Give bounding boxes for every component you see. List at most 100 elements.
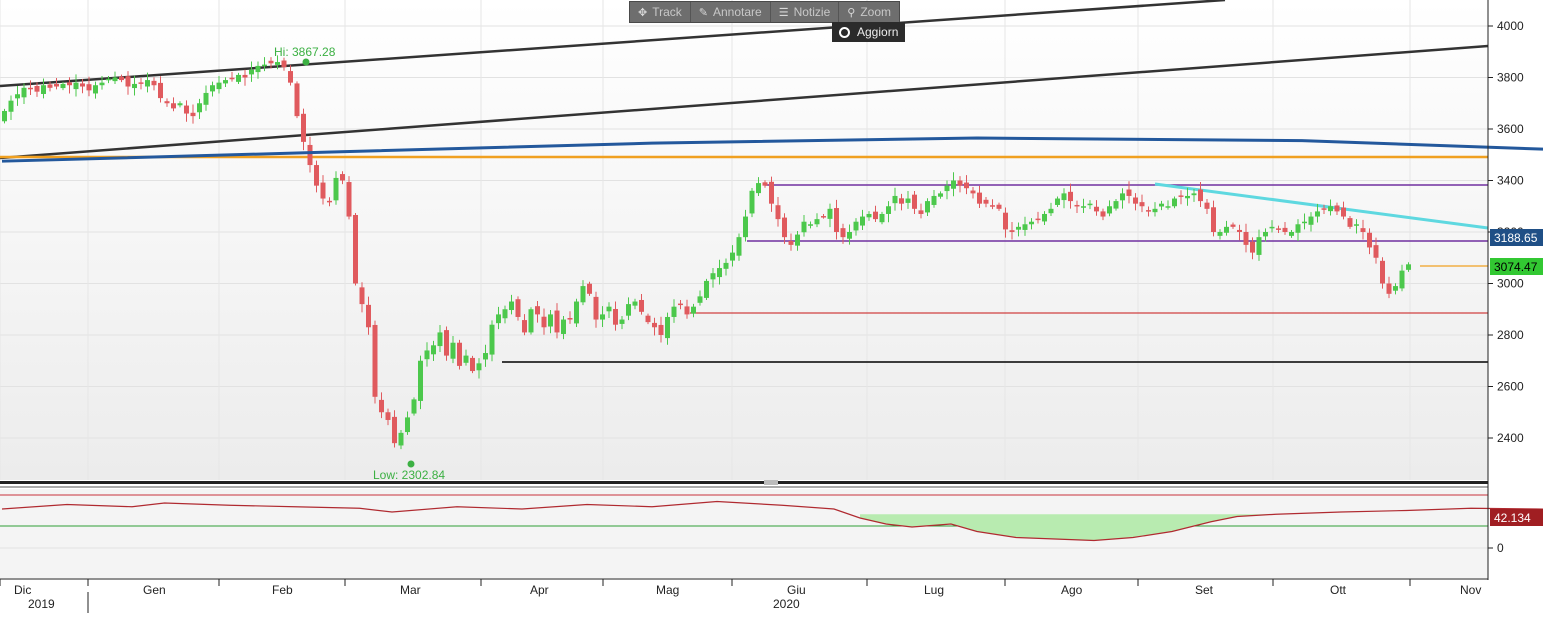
news-button[interactable]: ☰ Notizie (771, 2, 840, 22)
candle-body (431, 345, 436, 355)
candle-body (925, 201, 930, 213)
candle-body (756, 183, 761, 194)
candle-body (1354, 224, 1359, 226)
candle-body (34, 85, 40, 92)
candle-body (93, 85, 98, 94)
candle-body (957, 180, 963, 186)
x-month-label: Mar (400, 583, 421, 597)
refresh-button[interactable]: Aggiorn (832, 22, 906, 42)
candle-body (346, 182, 352, 217)
candle-body (736, 237, 742, 256)
candle-body (606, 306, 612, 312)
candle-body (996, 204, 1002, 209)
panel-resize-handle[interactable] (764, 480, 778, 485)
y-tick-label: 2400 (1497, 431, 1524, 445)
candle-body (1334, 205, 1340, 212)
candle-body (678, 303, 683, 306)
candlesticks (2, 55, 1411, 450)
candle-body (392, 416, 397, 444)
candle-body (1211, 207, 1216, 232)
news-icon: ☰ (778, 6, 789, 19)
candle-body (353, 215, 358, 284)
candle-body (1055, 198, 1060, 205)
candle-body (743, 216, 748, 238)
refresh-label: Aggiorn (857, 25, 899, 39)
x-month-label: Lug (924, 583, 944, 597)
candle-body (359, 287, 365, 305)
ma-price-label: 3188.65 (1494, 231, 1538, 245)
candle-body (1315, 211, 1320, 217)
x-month-label: Dic (14, 583, 31, 597)
magnifier-icon: ⚲ (847, 6, 856, 19)
main-plot-background (0, 0, 1488, 480)
candle-body (1165, 206, 1171, 208)
rsi-layer (1, 500, 1543, 542)
candle-body (132, 83, 137, 89)
candle-body (366, 304, 371, 328)
candle-body (873, 211, 878, 220)
candle-body (262, 64, 267, 67)
candle-body (1152, 208, 1158, 213)
candle-body (691, 306, 696, 314)
candle-body (229, 77, 235, 80)
candle-body (411, 399, 417, 414)
candle-body (587, 283, 592, 294)
candle-body (1029, 221, 1034, 225)
candle-body (1016, 226, 1021, 230)
candle-body (912, 194, 917, 209)
candle-body (86, 84, 92, 91)
x-year-label: 2019 (28, 597, 55, 611)
rsi-tick-label: 0 (1497, 541, 1504, 555)
candle-body (457, 342, 462, 366)
track-button[interactable]: ✥ Track (630, 2, 691, 22)
candle-body (242, 74, 248, 78)
candle-body (1341, 207, 1346, 217)
candle-body (1094, 206, 1099, 212)
candle-body (1321, 208, 1327, 210)
candle-body (54, 83, 59, 87)
x-month-label: Set (1195, 583, 1214, 597)
candle-body (60, 83, 66, 89)
annotate-button[interactable]: ✎ Annotare (691, 2, 771, 22)
rsi-plot-background (0, 489, 1488, 578)
y-tick-label: 3800 (1497, 71, 1524, 85)
candle-body (379, 399, 384, 413)
lower-channel-line (0, 44, 1489, 160)
descending-trendline-cyan (1154, 182, 1489, 230)
candle-body (8, 100, 14, 112)
x-month-label: Giu (787, 583, 806, 597)
last-price-badge: 3074.47 (1490, 258, 1543, 275)
candle-body (723, 262, 729, 269)
candle-body (769, 181, 774, 204)
candle-body (847, 232, 852, 239)
candle-body (216, 82, 222, 90)
candle-body (990, 205, 995, 207)
rsi-grid (0, 494, 1488, 549)
candle-body (918, 210, 924, 214)
candle-body (112, 77, 118, 82)
candle-body (879, 213, 885, 223)
candle-body (938, 193, 943, 197)
candle-body (236, 74, 241, 82)
x-year-label: 2020 (773, 597, 800, 611)
candle-body (1308, 216, 1314, 225)
candle-body (710, 273, 716, 280)
candle-body (28, 87, 33, 90)
candle-body (483, 353, 488, 360)
candle-body (1146, 210, 1151, 212)
candle-body (203, 92, 209, 105)
y-tick-label: 2600 (1497, 380, 1524, 394)
candle-body (834, 208, 839, 232)
candle-body (1393, 286, 1398, 291)
candle-body (106, 78, 111, 81)
zoom-button[interactable]: ⚲ Zoom (839, 2, 899, 22)
candle-body (21, 87, 27, 98)
candle-body (652, 322, 657, 328)
low-marker (407, 460, 415, 468)
candle-body (626, 304, 631, 316)
candle-body (47, 84, 53, 88)
candle-body (658, 324, 664, 335)
y-tick-label: 3000 (1497, 277, 1524, 291)
candle-body (1107, 206, 1112, 214)
